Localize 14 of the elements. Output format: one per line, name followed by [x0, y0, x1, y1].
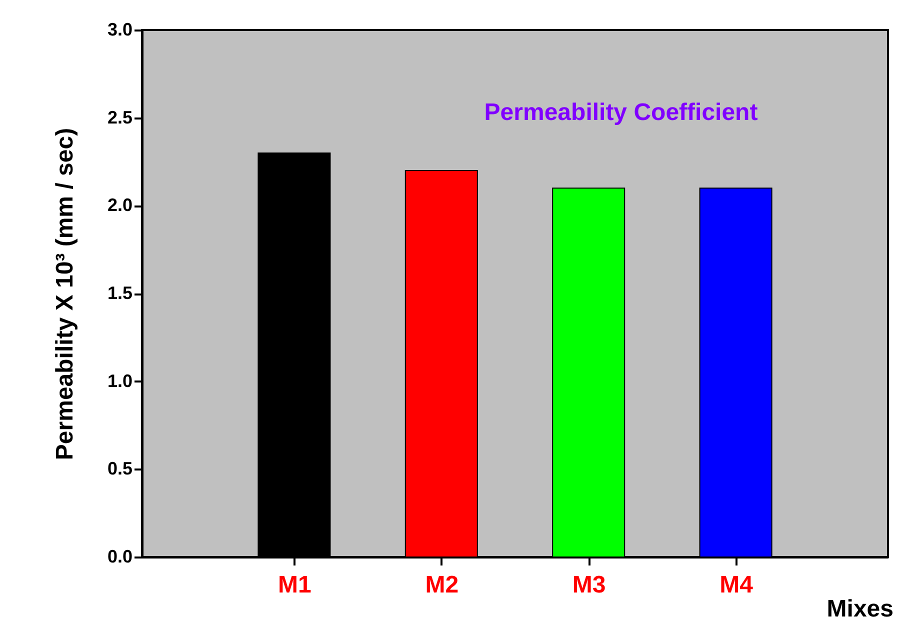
- y-tick-label: 2.5: [107, 107, 132, 128]
- y-tick-label: 1.5: [107, 283, 132, 303]
- y-tick-label: 2.0: [107, 195, 132, 216]
- x-axis-title: Mixes: [826, 596, 894, 619]
- x-tick-label: M3: [572, 572, 606, 598]
- x-tick-label: M1: [278, 572, 312, 598]
- y-tick-label: 0.0: [107, 546, 132, 566]
- y-tick-label: 1.0: [107, 370, 132, 391]
- x-tick-label: M2: [425, 572, 459, 598]
- y-tick-label: 0.5: [107, 458, 132, 479]
- y-tick-label: 3.0: [107, 20, 132, 40]
- text: Permeability Coefficient: [484, 99, 758, 126]
- y-axis-title: Permeability X 10³ (mm / sec): [51, 128, 78, 460]
- x-tick-label: M4: [720, 572, 754, 598]
